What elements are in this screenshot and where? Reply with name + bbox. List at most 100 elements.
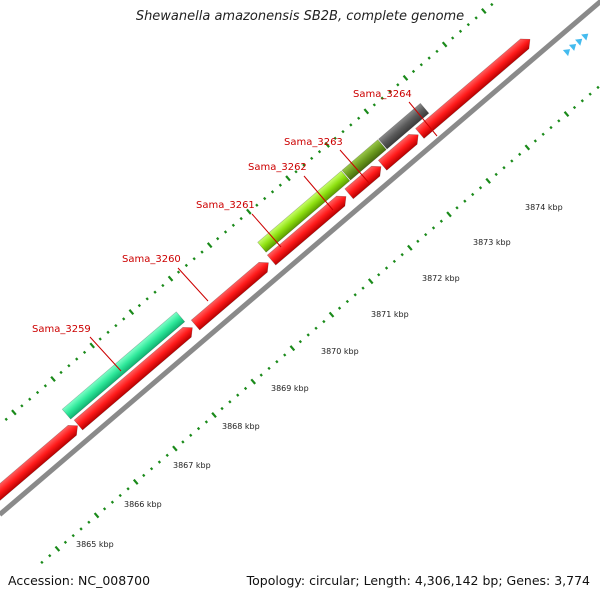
tick-mark xyxy=(402,74,409,81)
topology-text: Topology: circular; Length: 4,306,142 bp… xyxy=(246,573,590,588)
gene-leader-line xyxy=(89,336,122,372)
arrow-icon xyxy=(562,49,571,57)
tick-mark xyxy=(541,132,545,136)
tick-mark xyxy=(411,69,416,74)
tick-mark xyxy=(54,545,61,552)
tick-mark xyxy=(59,370,63,375)
tick-mark xyxy=(106,330,110,334)
gene-label[interactable]: Sama_3259 xyxy=(32,324,91,335)
tick-mark xyxy=(236,393,240,397)
tick-mark xyxy=(474,16,478,20)
tick-mark xyxy=(48,554,52,558)
tick-mark xyxy=(165,453,169,458)
tick-mark xyxy=(353,293,357,297)
gene-label[interactable]: Sama_3263 xyxy=(284,137,343,148)
tick-mark xyxy=(223,230,228,234)
gene-label[interactable]: Sama_3260 xyxy=(122,254,181,265)
tick-mark xyxy=(361,286,365,290)
gene-red-3[interactable] xyxy=(190,258,272,331)
tick-mark xyxy=(446,211,452,218)
tick-mark xyxy=(524,144,531,151)
tick-mark xyxy=(79,527,83,531)
tick-mark xyxy=(184,263,189,268)
tick-mark xyxy=(267,366,271,371)
arrow-icon xyxy=(581,33,589,41)
tick-mark xyxy=(142,473,146,478)
tick-mark xyxy=(463,199,467,203)
gene-label[interactable]: Sama_3264 xyxy=(353,89,412,100)
tick-mark xyxy=(345,299,350,304)
gene-red-4[interactable] xyxy=(266,192,350,266)
tick-mark xyxy=(518,152,522,156)
tick-mark xyxy=(392,259,397,264)
tick-mark xyxy=(478,186,483,190)
arrow-icon xyxy=(575,38,583,46)
tick-mark xyxy=(510,159,514,163)
kbp-label: 3874 kbp xyxy=(525,203,563,212)
gene-sama-3261[interactable] xyxy=(257,170,351,253)
tick-mark xyxy=(270,190,275,194)
tick-mark xyxy=(87,520,91,524)
tick-mark xyxy=(349,123,353,127)
kbp-label: 3865 kbp xyxy=(76,540,114,549)
tick-mark xyxy=(549,125,553,130)
tick-mark xyxy=(228,400,232,404)
gene-sama-3264[interactable] xyxy=(415,34,535,139)
tick-mark xyxy=(63,540,68,544)
tick-mark xyxy=(441,41,448,48)
tick-mark xyxy=(216,236,220,241)
tick-mark xyxy=(416,239,420,243)
gene-leader-line xyxy=(177,267,209,302)
tick-mark xyxy=(310,156,314,161)
tick-mark xyxy=(259,373,263,377)
tick-mark xyxy=(557,119,561,123)
tick-mark xyxy=(380,96,384,100)
gene-leader-line xyxy=(251,213,282,248)
outer-tick-ring xyxy=(0,2,494,428)
tick-mark xyxy=(255,203,259,207)
gene-red-2[interactable] xyxy=(73,323,197,431)
tick-mark xyxy=(337,306,342,310)
kbp-label: 3871 kbp xyxy=(371,310,409,319)
tick-mark xyxy=(263,196,267,201)
gene-label[interactable]: Sama_3261 xyxy=(196,200,255,211)
tick-mark xyxy=(98,337,102,341)
tick-mark xyxy=(314,326,318,330)
tick-mark xyxy=(533,139,537,143)
tick-mark xyxy=(563,111,570,118)
tick-mark xyxy=(82,350,87,355)
tick-mark xyxy=(435,49,439,54)
tick-mark xyxy=(67,364,71,368)
gene-label[interactable]: Sama_3262 xyxy=(248,162,307,173)
tick-mark xyxy=(275,360,279,364)
tick-mark xyxy=(363,108,370,115)
tick-mark xyxy=(110,500,115,504)
tick-mark xyxy=(324,141,330,148)
tick-mark xyxy=(172,445,178,452)
kbp-label: 3870 kbp xyxy=(321,347,359,356)
tick-mark xyxy=(455,206,459,210)
tick-mark xyxy=(192,257,196,261)
tick-mark xyxy=(93,512,100,519)
tick-mark xyxy=(137,303,142,308)
gene-leader-line xyxy=(408,101,438,137)
gene-red-1[interactable] xyxy=(0,421,82,521)
gene-red-6[interactable] xyxy=(377,130,422,171)
gene-red-5[interactable] xyxy=(344,162,385,200)
gene-sama-3262[interactable] xyxy=(341,139,387,181)
tick-mark xyxy=(278,183,282,187)
tick-mark xyxy=(481,8,487,15)
tick-mark xyxy=(400,253,404,257)
tick-mark xyxy=(372,103,376,107)
tick-mark xyxy=(294,170,298,174)
tick-mark xyxy=(89,342,95,349)
tick-mark xyxy=(580,99,584,103)
tick-mark xyxy=(322,319,326,324)
tick-mark xyxy=(220,406,224,411)
tick-mark xyxy=(118,493,122,498)
tick-mark xyxy=(424,232,428,237)
tick-mark xyxy=(11,409,17,416)
gene-sama-3259[interactable] xyxy=(61,311,186,420)
gene-sama-3263[interactable] xyxy=(378,102,430,150)
